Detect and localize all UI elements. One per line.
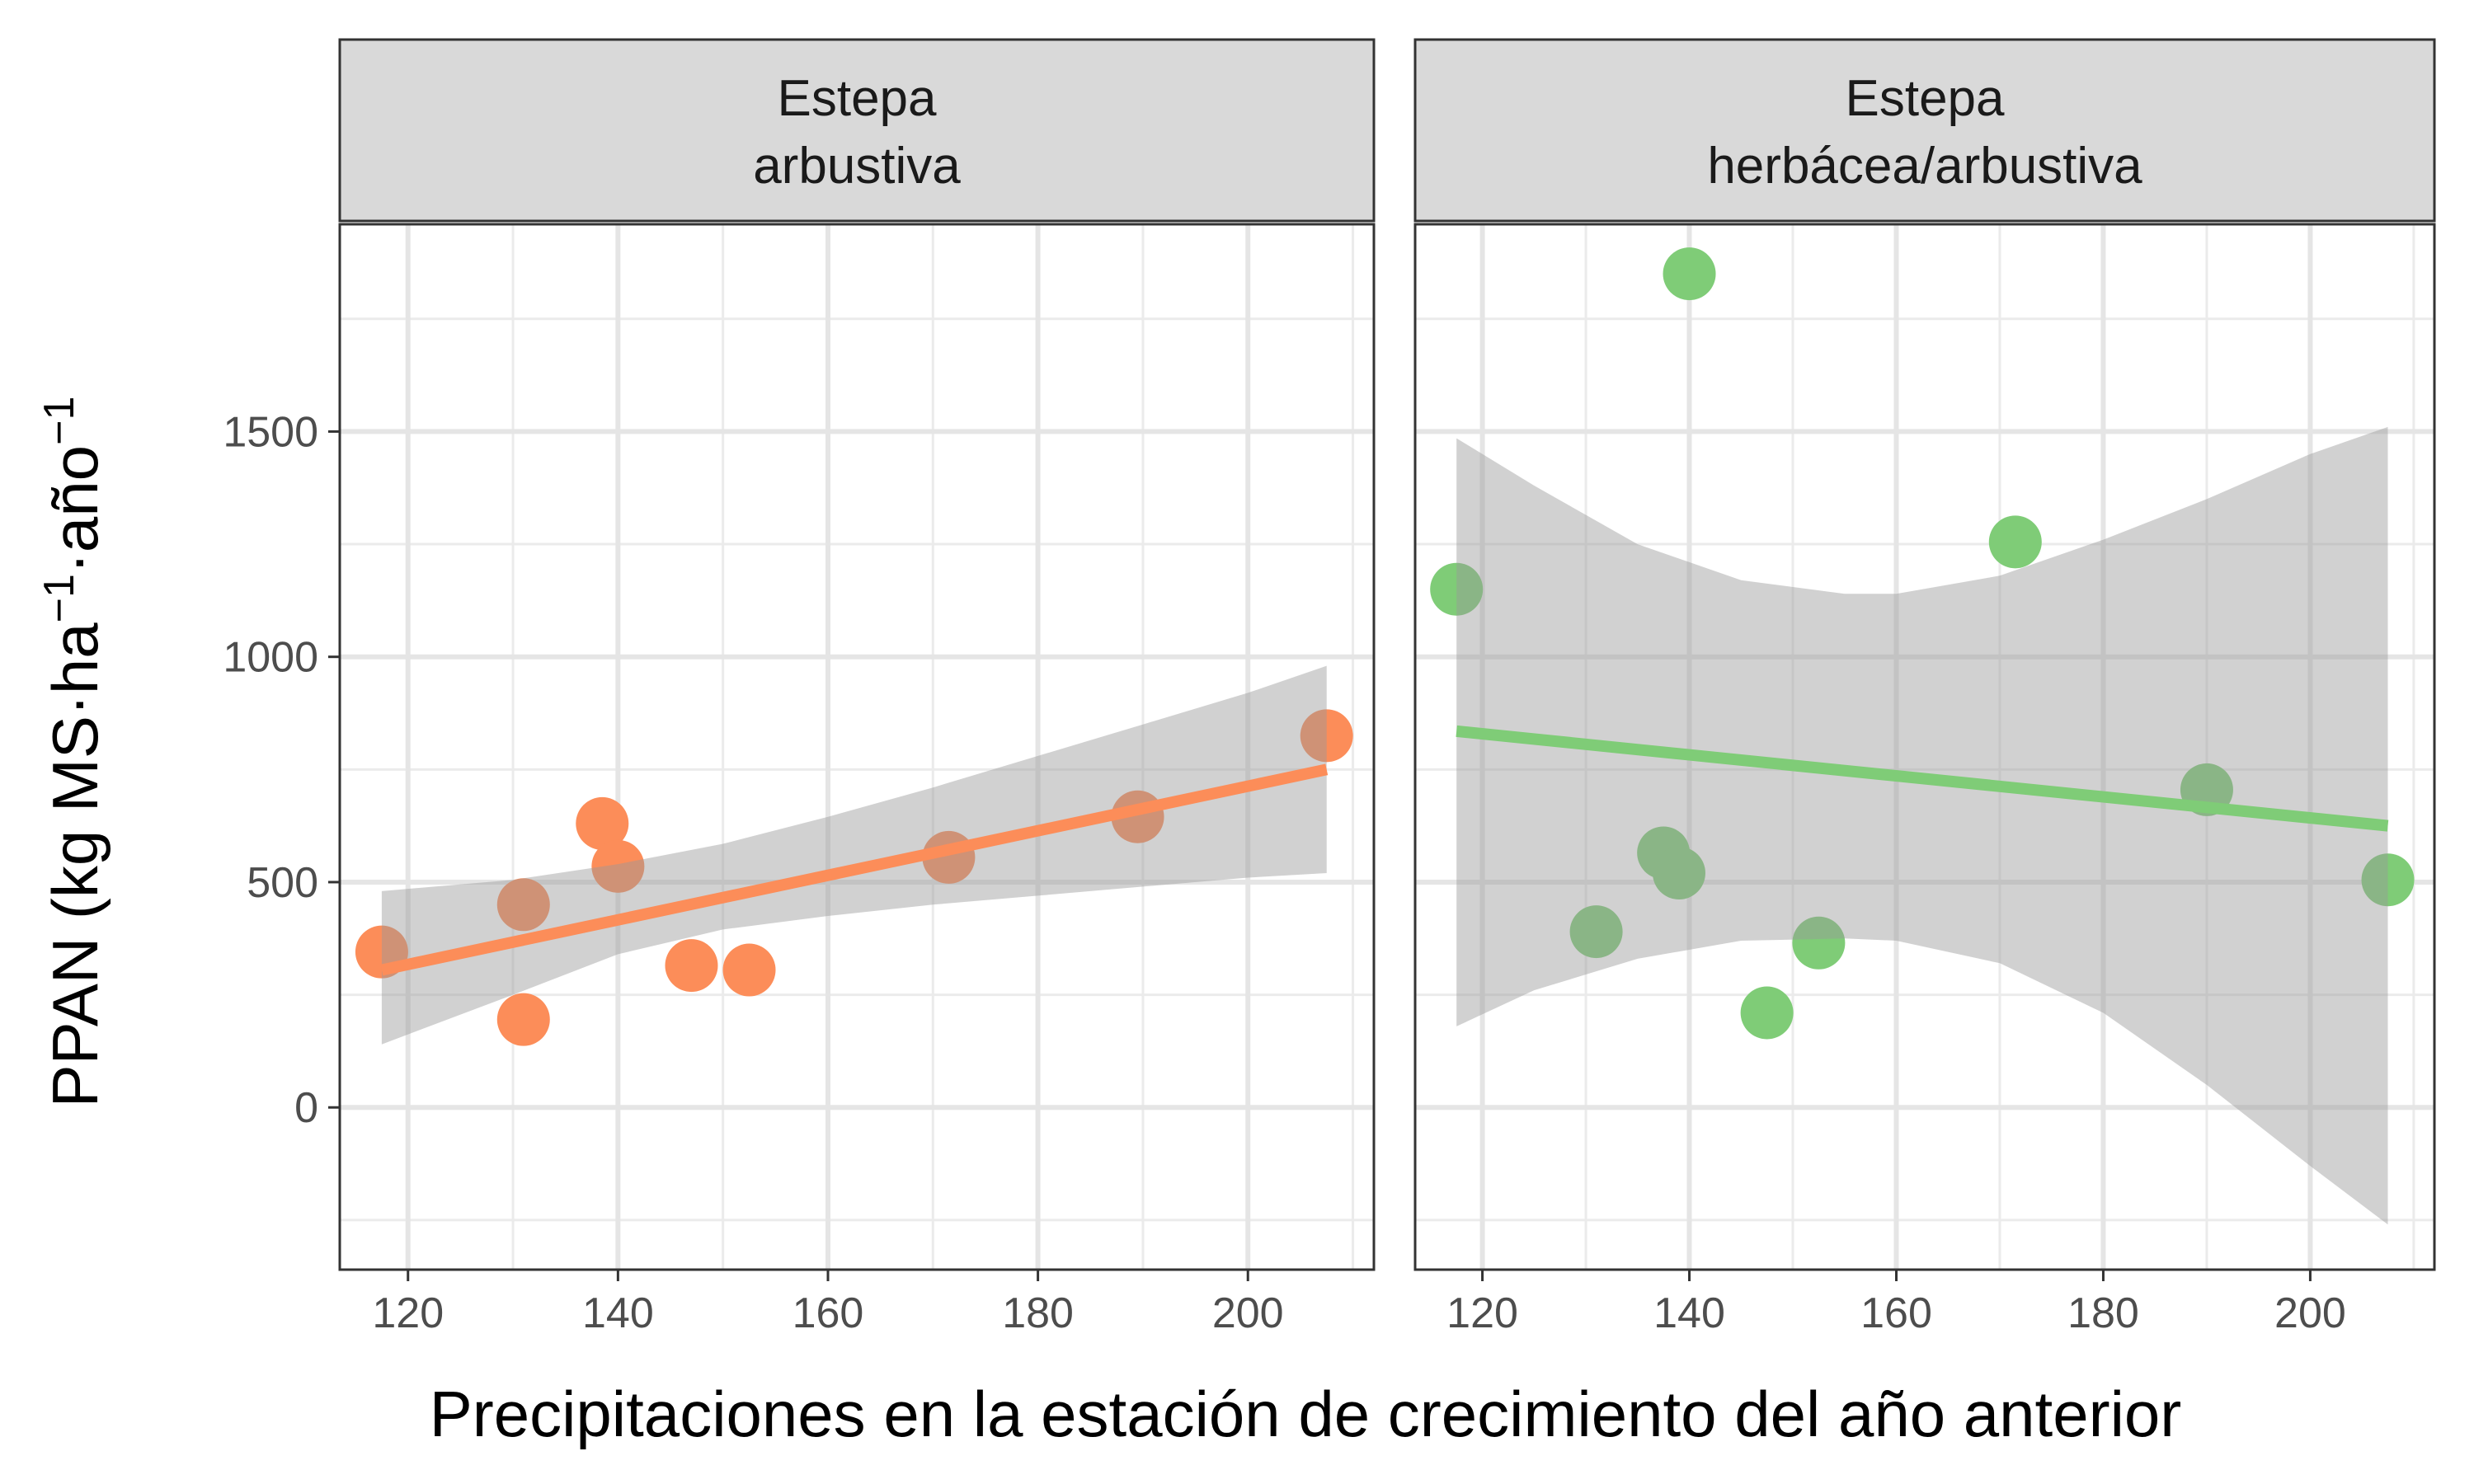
data-point — [496, 993, 550, 1046]
x-tick-label: 160 — [793, 1289, 864, 1337]
strip-background — [338, 38, 1376, 223]
panels: Estepa arbustiva 120 140 160 180 200 Estepa herb… — [338, 38, 2436, 1337]
data-point — [1988, 515, 2042, 569]
x-tick-label: 140 — [1653, 1289, 1725, 1337]
y-axis-title-part: PPAN (kg MS·ha — [39, 622, 111, 1108]
panel-border — [338, 223, 1376, 1271]
x-tick-label: 200 — [1212, 1289, 1284, 1337]
panel-border — [1413, 223, 2436, 1271]
data-point — [1652, 847, 1705, 900]
data-point — [665, 939, 718, 993]
data-point — [1663, 247, 1716, 301]
data-point — [1430, 562, 1484, 616]
y-axis-title: PPAN (kg MS·ha−1·año−1 — [35, 397, 111, 1108]
fit-line — [1456, 725, 2389, 832]
x-tick-label: 200 — [2274, 1289, 2346, 1337]
y-tick-label: 1500 — [223, 408, 318, 456]
x-tick-label: 140 — [582, 1289, 654, 1337]
y-tick-label: 500 — [247, 859, 318, 907]
y-tick-label: 0 — [294, 1084, 318, 1132]
strip-background — [1413, 38, 2436, 223]
x-axis-title: Precipitaciones en la estación de crecim… — [430, 1378, 2182, 1450]
data-point — [1792, 916, 1846, 970]
x-tick-label: 160 — [1860, 1289, 1932, 1337]
y-axis-title-exponent: −1 — [35, 574, 83, 622]
strip-label-line: Estepa — [1845, 70, 2005, 127]
x-tick-label: 180 — [2067, 1289, 2139, 1337]
y-tick-label: 1000 — [223, 634, 318, 682]
strip-label-line: herbácea/arbustiva — [1707, 138, 2142, 195]
y-axis-title-part: ·año — [39, 445, 111, 574]
data-point — [2361, 853, 2415, 907]
data-point — [496, 878, 550, 932]
panel-2: Estepa herbácea/arbustiva 120 140 160 180 200 — [1413, 38, 2436, 1337]
confidence-ribbon — [381, 665, 1327, 1045]
strip-label-line: Estepa — [777, 70, 937, 127]
y-axis: 0 500 1000 1500 — [223, 408, 340, 1132]
data-point — [1300, 709, 1353, 763]
data-point — [1740, 986, 1794, 1040]
x-tick-label: 120 — [1446, 1289, 1518, 1337]
data-point — [1569, 905, 1623, 959]
x-tick-label: 120 — [372, 1289, 444, 1337]
confidence-ribbon — [1456, 426, 2388, 1225]
fit-line — [380, 763, 1329, 976]
data-point — [576, 796, 629, 850]
data-point — [591, 839, 645, 893]
strip-label-line: arbustiva — [753, 138, 961, 195]
x-tick-label: 180 — [1002, 1289, 1074, 1337]
y-axis-title-exponent: −1 — [35, 397, 83, 445]
panel-1: Estepa arbustiva 120 140 160 180 200 — [338, 38, 1376, 1337]
data-point — [722, 943, 776, 997]
